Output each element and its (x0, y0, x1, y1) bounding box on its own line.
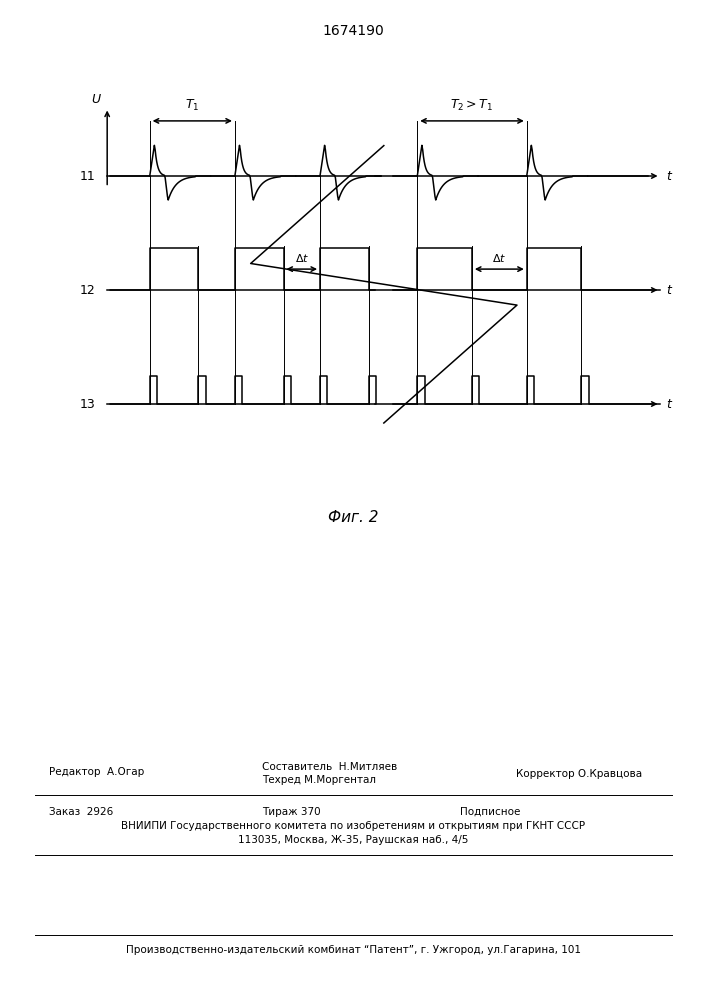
Text: Техред М.Моргентал: Техред М.Моргентал (262, 775, 375, 785)
Text: t: t (667, 169, 672, 182)
Text: t: t (667, 284, 672, 296)
Text: Редактор  А.Огар: Редактор А.Огар (49, 767, 145, 777)
Text: Тираж 370: Тираж 370 (262, 807, 320, 817)
Text: 11: 11 (80, 169, 95, 182)
Text: Составитель  Н.Митляев: Составитель Н.Митляев (262, 762, 397, 772)
Text: Заказ  2926: Заказ 2926 (49, 807, 114, 817)
Text: $\Delta t$: $\Delta t$ (295, 252, 309, 264)
Text: 13: 13 (80, 397, 95, 410)
Text: ВНИИПИ Государственного комитета по изобретениям и открытиям при ГКНТ СССР: ВНИИПИ Государственного комитета по изоб… (122, 821, 585, 831)
Text: 113035, Москва, Ж-35, Раушская наб., 4/5: 113035, Москва, Ж-35, Раушская наб., 4/5 (238, 835, 469, 845)
Text: $T_1$: $T_1$ (185, 98, 199, 113)
Text: 1674190: 1674190 (322, 24, 385, 38)
Text: Фиг. 2: Фиг. 2 (328, 510, 379, 525)
Text: 12: 12 (80, 284, 95, 296)
Text: t: t (667, 397, 672, 410)
Text: $T_2>T_1$: $T_2>T_1$ (450, 98, 493, 113)
Text: $\Delta t$: $\Delta t$ (492, 252, 506, 264)
Text: Производственно-издательский комбинат “Патент”, г. Ужгород, ул.Гагарина, 101: Производственно-издательский комбинат “П… (126, 945, 581, 955)
Text: Корректор О.Кравцова: Корректор О.Кравцова (516, 769, 642, 779)
Text: U: U (92, 93, 101, 106)
Text: Подписное: Подписное (460, 807, 520, 817)
